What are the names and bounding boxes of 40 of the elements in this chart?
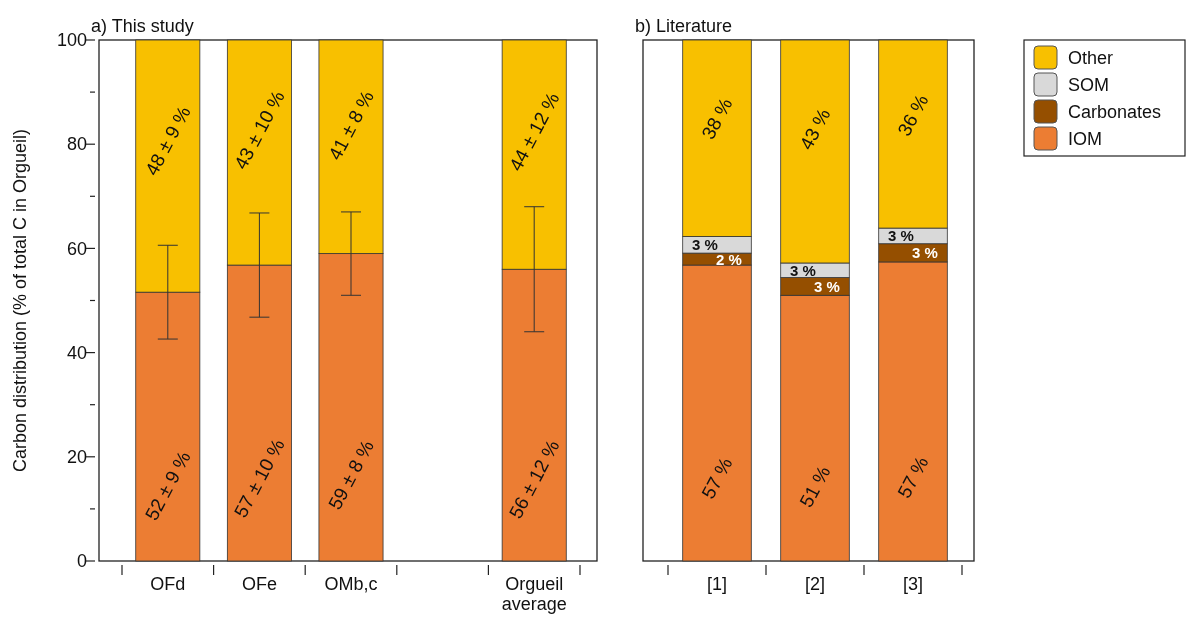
data-label: 3 % [692,236,718,254]
data-label: 59 ± 8 % [324,436,378,513]
x-tick-label: OMb,c [324,573,378,594]
data-label: 43 ± 10 % [230,87,289,173]
legend-label: Other [1068,48,1114,68]
data-label: 57 % [697,454,737,503]
chart-title: b) Literature [635,16,733,36]
x-tick-label: [1] [706,573,728,594]
y-tick-label: 80 [66,134,87,155]
legend-label: SOM [1068,75,1110,95]
x-tick-label: Orgueil average [501,573,567,614]
y-tick-label: 100 [56,30,87,51]
y-tick-label: 0 [76,551,87,572]
data-label: 38 % [697,94,737,143]
legend-label: IOM [1068,129,1102,149]
data-label: 51 % [795,462,835,511]
data-label: 57 ± 10 % [230,435,289,521]
legend-label: Carbonates [1068,102,1162,122]
y-tick-label: 40 [66,342,87,363]
data-label: 44 ± 12 % [504,88,564,175]
data-label: 3 % [888,227,914,245]
data-label: 56 ± 12 % [504,436,564,522]
x-tick-label: OFe [241,573,277,594]
data-label: 43 % [795,105,835,154]
y-tick-label: 20 [66,447,87,468]
x-tick-label: [3] [902,573,924,594]
data-label: 2 % [716,250,742,268]
data-label: 52 ± 9 % [140,447,195,524]
x-tick-label: [2] [804,573,826,594]
data-label: 41 ± 8 % [324,87,378,164]
y-tick-label: 60 [66,238,87,259]
data-label: 48 ± 9 % [140,102,195,179]
data-label: 3 % [814,277,840,295]
y-axis-title: Carbon distribution (% of total C in Orgueil) [10,128,30,473]
data-label: 57 % [893,453,933,502]
data-label: 3 % [790,261,816,279]
x-tick-label: OFd [150,573,186,594]
chart-title: a) This study [91,16,194,36]
data-label: 3 % [912,244,938,262]
data-label: 36 % [893,91,933,140]
